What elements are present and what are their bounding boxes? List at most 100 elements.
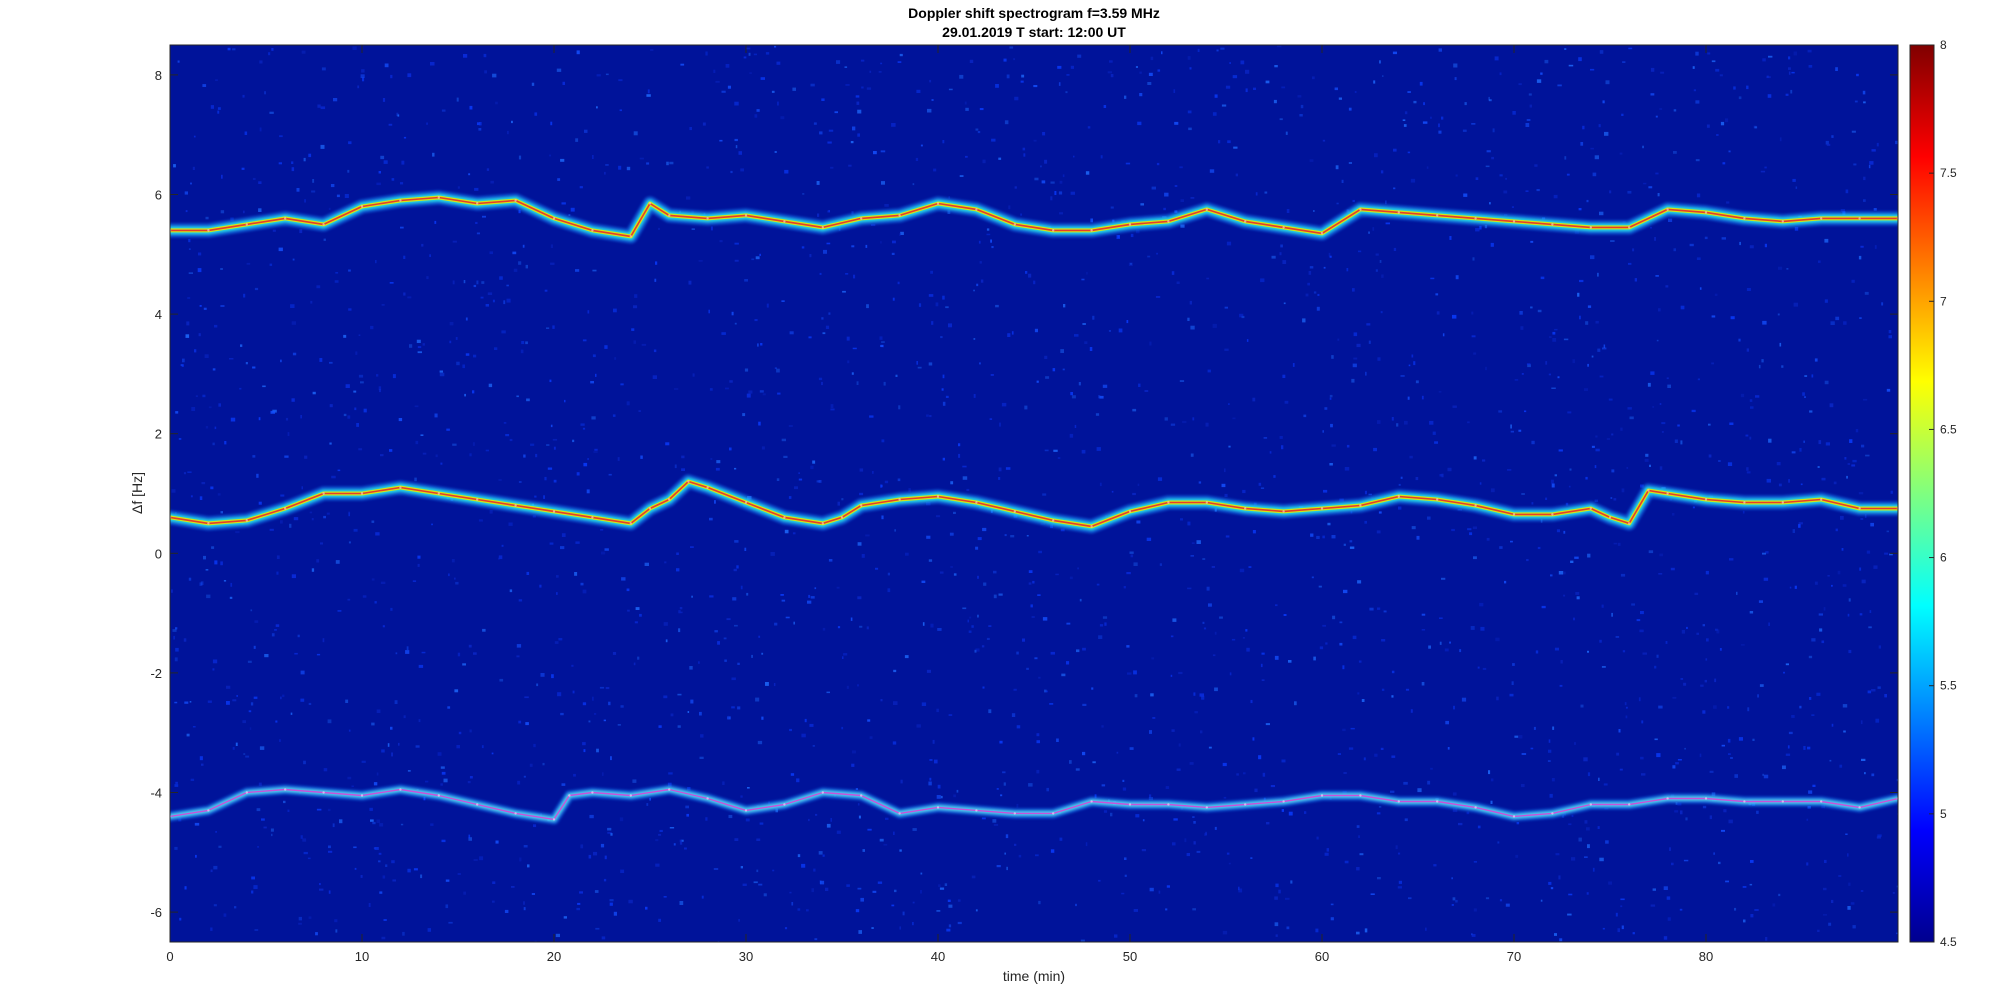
noise-speckle (1472, 257, 1475, 261)
noise-speckle (710, 458, 713, 460)
noise-speckle (827, 210, 830, 213)
noise-speckle (1392, 51, 1397, 55)
noise-speckle (296, 188, 300, 192)
noise-speckle (812, 745, 815, 747)
noise-speckle (1427, 780, 1431, 785)
noise-speckle (996, 865, 1001, 868)
noise-speckle (821, 317, 824, 320)
noise-speckle (781, 438, 786, 442)
noise-speckle (348, 141, 352, 145)
y-tick-label: 4 (155, 307, 162, 322)
noise-speckle (1127, 672, 1132, 675)
noise-speckle (1583, 757, 1588, 762)
noise-speckle (1685, 817, 1688, 821)
noise-speckle (1000, 794, 1003, 797)
noise-speckle (1824, 238, 1829, 243)
noise-speckle (1238, 888, 1243, 893)
noise-speckle (592, 269, 597, 272)
noise-speckle (556, 68, 562, 72)
noise-speckle (655, 261, 658, 265)
noise-speckle (1811, 638, 1816, 642)
noise-speckle (1594, 465, 1597, 469)
noise-speckle (1290, 880, 1293, 884)
noise-speckle (1026, 667, 1029, 670)
noise-speckle (825, 887, 829, 891)
noise-speckle (1843, 321, 1847, 325)
noise-speckle (1649, 464, 1651, 467)
noise-speckle (1654, 665, 1657, 669)
noise-speckle (1060, 528, 1065, 532)
noise-speckle (1331, 535, 1336, 539)
noise-speckle (378, 386, 382, 391)
trace-point (1474, 806, 1477, 809)
noise-speckle (1858, 255, 1862, 260)
noise-speckle (1092, 761, 1096, 764)
noise-speckle (1358, 835, 1360, 838)
noise-speckle (821, 98, 825, 101)
noise-speckle (892, 741, 897, 745)
noise-speckle (747, 787, 750, 789)
noise-speckle (1192, 417, 1195, 421)
noise-speckle (579, 186, 583, 189)
noise-speckle (612, 414, 616, 417)
noise-speckle (1246, 647, 1250, 652)
noise-speckle (499, 276, 503, 280)
noise-speckle (383, 919, 387, 921)
noise-speckle (1467, 528, 1472, 531)
noise-speckle (732, 597, 737, 601)
noise-speckle (1016, 803, 1019, 808)
noise-speckle (1393, 148, 1397, 152)
noise-speckle (1281, 759, 1286, 763)
noise-speckle (735, 145, 738, 149)
noise-speckle (477, 122, 480, 126)
trace-point (1589, 226, 1593, 229)
noise-speckle (1228, 862, 1231, 865)
noise-speckle (1078, 382, 1081, 386)
noise-speckle (599, 686, 605, 689)
noise-speckle (658, 725, 662, 728)
noise-speckle (1740, 393, 1745, 398)
noise-speckle (1655, 115, 1658, 118)
noise-speckle (572, 439, 575, 443)
noise-speckle (857, 133, 860, 137)
noise-speckle (722, 781, 725, 785)
noise-speckle (191, 407, 196, 411)
noise-speckle (1214, 687, 1218, 692)
noise-speckle (1467, 421, 1470, 424)
noise-speckle (1871, 773, 1875, 777)
trace-point (1282, 226, 1285, 229)
noise-speckle (1062, 174, 1065, 178)
noise-speckle (1571, 814, 1574, 818)
noise-speckle (639, 157, 644, 160)
trace-point (437, 196, 440, 199)
noise-speckle (217, 493, 221, 496)
noise-speckle (1599, 211, 1604, 216)
noise-speckle (724, 659, 727, 662)
noise-speckle (1358, 660, 1362, 663)
noise-speckle (894, 889, 897, 893)
noise-speckle (1702, 710, 1706, 714)
noise-speckle (291, 167, 295, 172)
noise-speckle (1107, 71, 1112, 74)
noise-speckle (1472, 526, 1477, 530)
trace-point (1244, 220, 1247, 223)
noise-speckle (1364, 520, 1367, 524)
noise-speckle (1092, 315, 1095, 320)
noise-speckle (1212, 654, 1216, 657)
noise-speckle (282, 694, 285, 698)
noise-speckle (1579, 279, 1584, 283)
noise-speckle (183, 638, 187, 642)
noise-speckle (1510, 430, 1514, 433)
noise-speckle (1792, 529, 1795, 533)
noise-speckle (224, 441, 227, 445)
noise-speckle (677, 693, 682, 696)
noise-speckle (1111, 490, 1114, 493)
noise-speckle (476, 280, 479, 285)
noise-speckle (546, 327, 550, 329)
noise-speckle (1422, 121, 1428, 124)
noise-speckle (723, 637, 727, 640)
noise-speckle (278, 162, 282, 165)
noise-speckle (1060, 349, 1064, 353)
noise-speckle (1034, 177, 1039, 181)
noise-speckle (1255, 192, 1258, 196)
